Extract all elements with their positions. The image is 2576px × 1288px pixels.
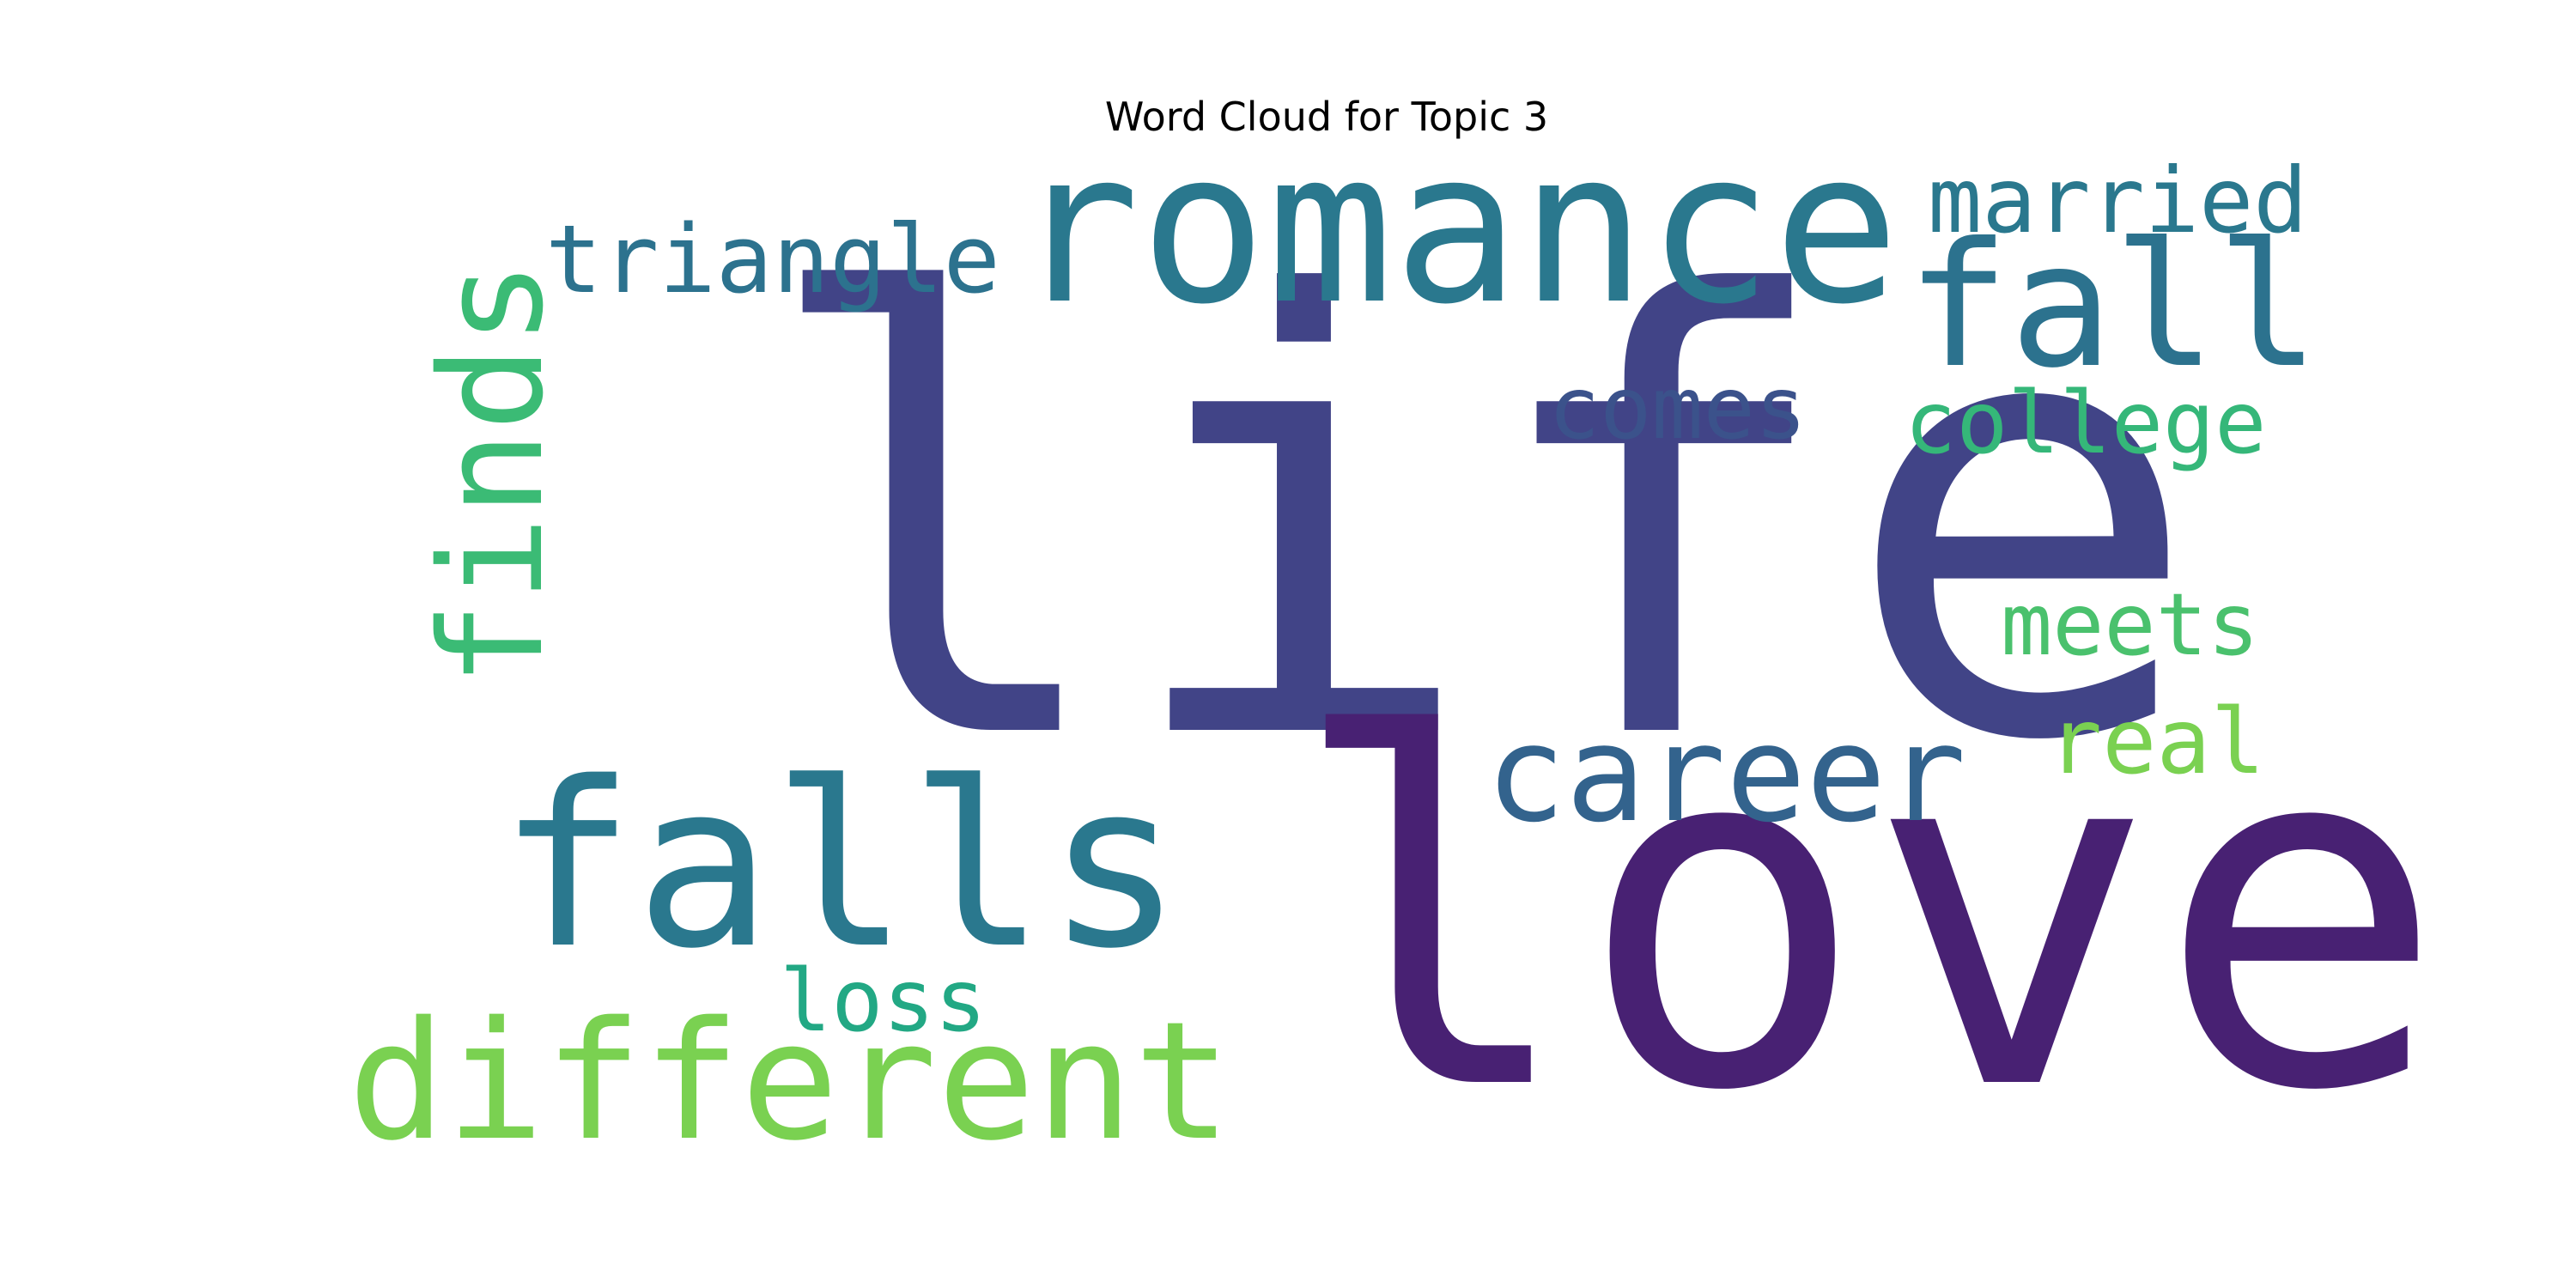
word-married: married (1928, 149, 2308, 253)
word-triangle: triangle (545, 204, 1000, 314)
word-falls: falls (498, 734, 1183, 999)
word-finds: finds (410, 260, 574, 687)
word-different: different (348, 987, 1232, 1176)
word-real: real (2048, 690, 2265, 794)
word-romance: romance (1013, 106, 1900, 350)
chart-title: Word Cloud for Topic 3 (1104, 94, 1549, 140)
word-meets: meets (2001, 574, 2259, 675)
word-life: life (756, 173, 2203, 872)
word-comes: comes (1548, 358, 1807, 459)
word-fall: fall (1906, 206, 2320, 406)
word-love: love (1288, 636, 2446, 1196)
word-college: college (1905, 373, 2266, 473)
word-loss: loss (780, 951, 987, 1051)
word-career: career (1485, 696, 1966, 852)
